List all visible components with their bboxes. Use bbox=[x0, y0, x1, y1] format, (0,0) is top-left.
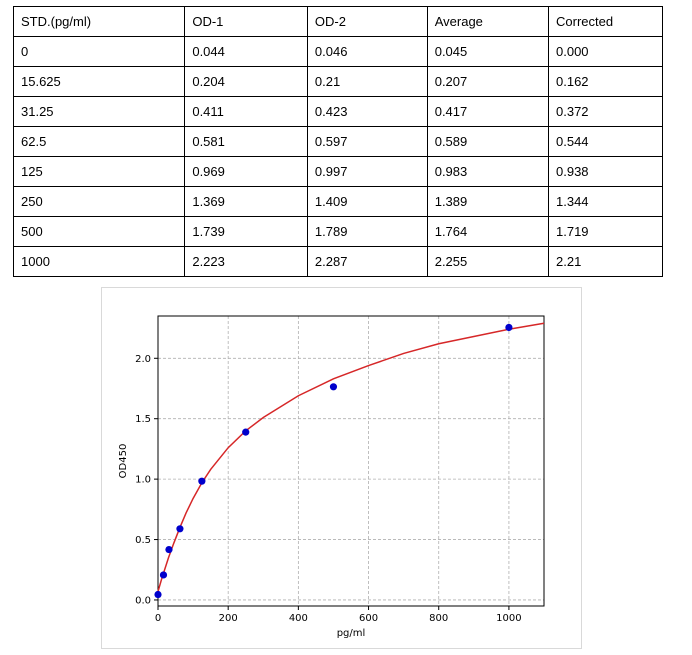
axes-frame bbox=[157, 315, 545, 607]
table-cell: 0.581 bbox=[184, 126, 308, 157]
table-cell: 1.409 bbox=[306, 186, 428, 217]
table-cell: 1.739 bbox=[184, 216, 308, 247]
standard-curve-chart: 0 200 400 600 800 1000 0.0 0.5 1.0 1.5 2.0 pg/ml OD4… bbox=[101, 287, 582, 649]
table-cell: 0.372 bbox=[548, 96, 663, 127]
x-tick-label: 1000 bbox=[496, 613, 521, 624]
table-cell: 1000 bbox=[12, 246, 186, 277]
y-tick-label: 1.0 bbox=[135, 475, 151, 486]
table-row: 15.625 0.204 0.21 0.207 0.162 bbox=[12, 66, 663, 97]
data-point bbox=[159, 571, 168, 579]
table-cell: 2.223 bbox=[184, 246, 308, 277]
x-tick-label: 200 bbox=[219, 613, 238, 624]
data-point bbox=[505, 323, 513, 332]
table-header-row: STD.(pg/ml) OD-1 OD-2 Average Corrected bbox=[12, 6, 663, 37]
table-row: 62.5 0.581 0.597 0.589 0.544 bbox=[12, 126, 663, 157]
table-header-cell: Average bbox=[426, 6, 550, 37]
table-cell: 0.544 bbox=[548, 126, 663, 157]
table-cell: 62.5 bbox=[12, 126, 186, 157]
table-header-cell: OD-2 bbox=[306, 6, 428, 37]
table-cell: 1.789 bbox=[306, 216, 428, 247]
y-tick-label: 1.5 bbox=[135, 414, 151, 425]
data-point bbox=[198, 477, 206, 485]
data-point bbox=[165, 545, 173, 554]
x-axis-label: pg/ml bbox=[337, 628, 366, 639]
table-cell: 15.625 bbox=[12, 66, 186, 97]
table-cell: 1.719 bbox=[548, 216, 663, 247]
table-header-cell: Corrected bbox=[548, 6, 663, 37]
y-tick-label: 0.5 bbox=[135, 535, 151, 546]
table-row: 31.25 0.411 0.423 0.417 0.372 bbox=[12, 96, 663, 127]
table-cell: 1.389 bbox=[426, 186, 550, 217]
y-tick-label: 0.0 bbox=[135, 595, 151, 606]
x-tick-label: 600 bbox=[359, 613, 378, 624]
table-cell: 1.369 bbox=[184, 186, 308, 217]
plot-area bbox=[158, 316, 544, 606]
table-cell: 0.044 bbox=[184, 36, 308, 67]
table-cell: 0.969 bbox=[184, 156, 308, 187]
table-cell: 0.162 bbox=[548, 66, 663, 97]
table-cell: 0.938 bbox=[548, 156, 663, 187]
table-cell: 0.983 bbox=[426, 156, 550, 187]
x-tick-label: 400 bbox=[289, 613, 308, 624]
table-cell: 1.344 bbox=[548, 186, 663, 217]
x-tick-label: 0 bbox=[155, 613, 161, 624]
table-cell: 0.207 bbox=[426, 66, 550, 97]
y-tick-label: 2.0 bbox=[135, 354, 151, 365]
y-axis-label: OD450 bbox=[118, 444, 129, 479]
table-cell: 0.046 bbox=[306, 36, 428, 67]
table-cell: 0.000 bbox=[548, 36, 663, 67]
table-cell: 125 bbox=[12, 156, 186, 187]
table-cell: 250 bbox=[12, 186, 186, 217]
table-cell: 0.21 bbox=[306, 66, 428, 97]
table-row: 250 1.369 1.409 1.389 1.344 bbox=[12, 186, 663, 217]
table-cell: 0.204 bbox=[184, 66, 308, 97]
table-cell: 0 bbox=[12, 36, 186, 67]
table-row: 1000 2.223 2.287 2.255 2.21 bbox=[12, 246, 663, 277]
table-cell: 2.287 bbox=[306, 246, 428, 277]
table-cell: 0.997 bbox=[306, 156, 428, 187]
table-header-cell: STD.(pg/ml) bbox=[12, 6, 186, 37]
table-cell: 0.045 bbox=[426, 36, 550, 67]
table-cell: 500 bbox=[12, 216, 186, 247]
table-cell: 2.255 bbox=[426, 246, 550, 277]
data-point bbox=[329, 383, 338, 391]
table-row: 500 1.739 1.789 1.764 1.719 bbox=[12, 216, 663, 247]
x-tick-label: 800 bbox=[429, 613, 448, 624]
standards-table: STD.(pg/ml) OD-1 OD-2 Average Corrected 0 0.04… bbox=[12, 6, 663, 277]
table-row: 125 0.969 0.997 0.983 0.938 bbox=[12, 156, 663, 187]
table-cell: 0.597 bbox=[306, 126, 428, 157]
chart-svg: 0 200 400 600 800 1000 0.0 0.5 1.0 1.5 2.0 pg/ml OD4… bbox=[118, 315, 545, 639]
table-cell: 1.764 bbox=[426, 216, 550, 247]
data-point bbox=[176, 525, 184, 533]
data-point bbox=[154, 590, 162, 599]
table-cell: 0.417 bbox=[426, 96, 550, 127]
table-cell: 2.21 bbox=[548, 246, 663, 277]
table-cell: 0.589 bbox=[426, 126, 550, 157]
table-cell: 0.411 bbox=[184, 96, 308, 127]
table-cell: 0.423 bbox=[306, 96, 428, 127]
table-cell: 31.25 bbox=[12, 96, 186, 127]
table-row: 0 0.044 0.046 0.045 0.000 bbox=[12, 36, 663, 67]
data-point bbox=[242, 428, 250, 436]
table-header-cell: OD-1 bbox=[184, 6, 308, 37]
